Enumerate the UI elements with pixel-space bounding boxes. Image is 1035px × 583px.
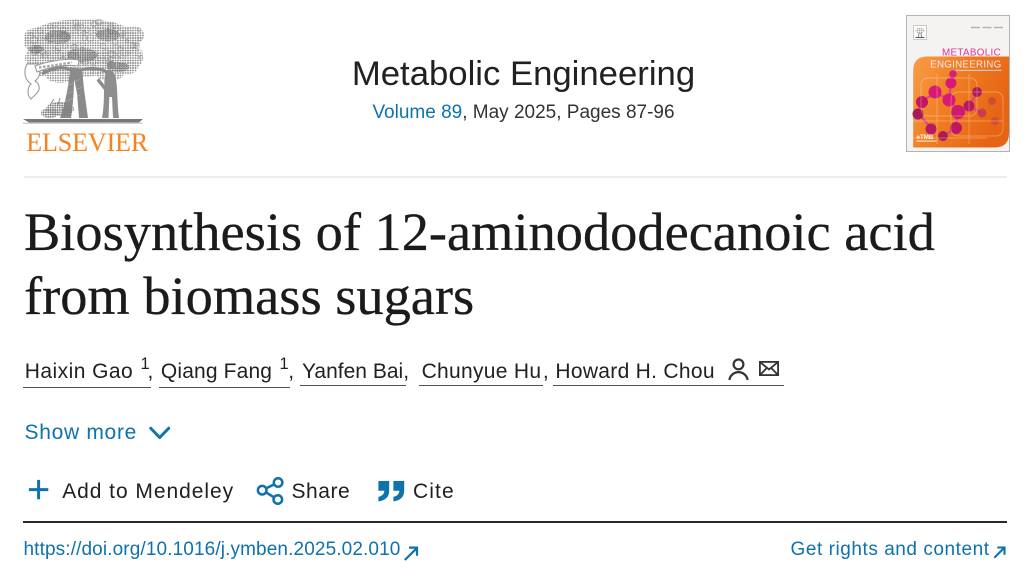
svg-text:eTMB: eTMB (917, 134, 934, 141)
svg-text:METABOLIC: METABOLIC (942, 48, 1001, 59)
svg-text:ENGINEERING: ENGINEERING (930, 60, 1001, 71)
